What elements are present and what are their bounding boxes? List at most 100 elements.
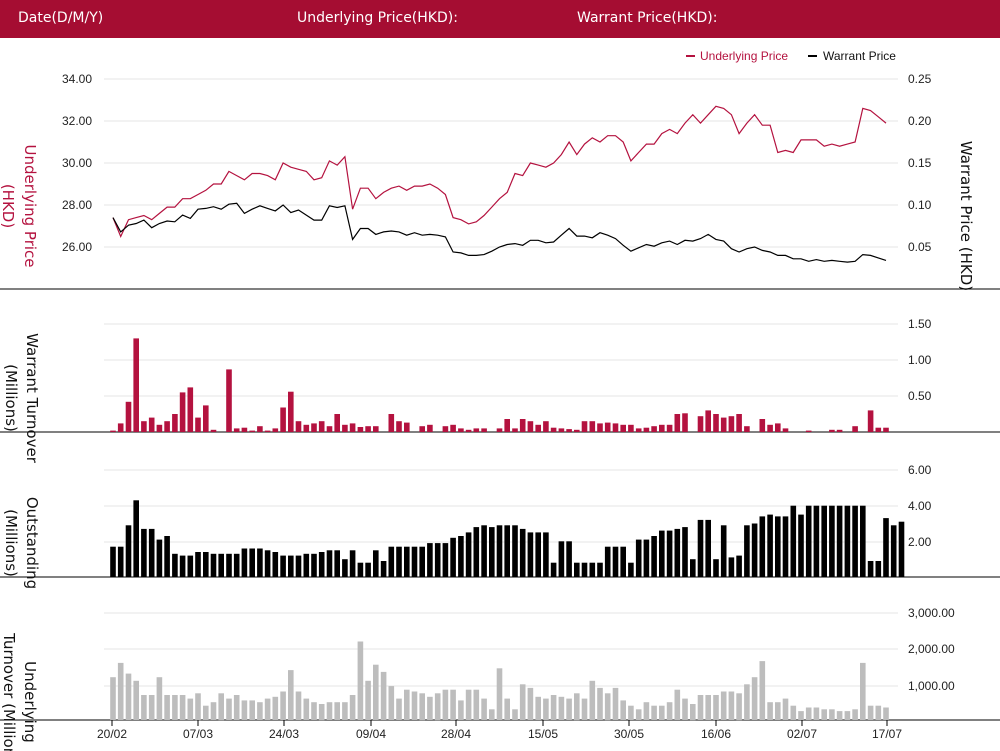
warrant-turnover-bar: [419, 426, 425, 432]
outstanding-bar: [295, 555, 302, 577]
outstanding-bar: [419, 546, 425, 577]
underlying-turnover-bar: [720, 691, 727, 720]
warrant-turnover-bar: [133, 338, 139, 432]
underlying-turnover-bar: [697, 695, 704, 720]
underlying-turnover-bar: [836, 711, 843, 720]
x-tick-label: 02/07: [787, 727, 817, 741]
warrant-turnover-bar: [404, 422, 410, 432]
underlying-turnover-bar: [272, 696, 279, 720]
outstanding-bar: [798, 514, 804, 577]
underlying-turnover-bar: [458, 700, 464, 720]
underlying-turnover-bar: [775, 702, 781, 720]
outstanding-bar: [280, 555, 286, 577]
outstanding-bar: [813, 505, 820, 577]
warrant-turnover-bar: [334, 414, 340, 432]
outstanding-bar: [589, 562, 596, 577]
outstanding-bar: [396, 546, 402, 577]
outstanding-bar: [156, 539, 163, 577]
outstanding-bar: [218, 553, 224, 577]
warrant-turnover-bar: [110, 430, 116, 432]
outstanding-bar: [713, 559, 719, 577]
underlying-turnover-bar: [813, 707, 820, 720]
underlying-turnover-bar: [264, 698, 271, 720]
underlying-turnover-bar: [736, 693, 742, 721]
underlying-turnover-bar: [705, 695, 711, 720]
warrant-turnover-bar: [388, 414, 395, 432]
warrant-turnover-bar: [628, 424, 634, 432]
outstanding-bar: [489, 527, 495, 577]
outstanding-bar: [829, 505, 835, 577]
underlying-turnover-bar: [318, 704, 325, 721]
underlying-turnover-bar: [156, 677, 163, 720]
outstanding-bar: [133, 500, 139, 577]
underlying-turnover-bar: [195, 693, 201, 721]
underlying-turnover-bar: [110, 677, 116, 720]
outstanding-bar: [210, 553, 217, 577]
outstanding-bar: [450, 537, 456, 577]
outstanding-bar: [373, 550, 379, 578]
outstanding-bar: [257, 548, 263, 577]
warrant-turnover-bar: [280, 407, 286, 432]
chart-area: 34.00 32.00 30.00 28.00 26.00 0.25 0.20 0.15 0.1…: [0, 49, 1000, 751]
warrant-turnover-bar: [620, 424, 626, 432]
underlying-turnover-bar: [434, 693, 441, 721]
y-axis-title: (Millions): [2, 364, 20, 432]
underlying-turnover-bar: [295, 691, 302, 720]
outstanding-bar: [164, 536, 170, 577]
underlying-turnover-bar: [604, 693, 611, 721]
y-axis-title: Warrant Turnover: [23, 333, 41, 464]
warrant-turnover-bar: [597, 423, 603, 432]
underlying-turnover-bar: [226, 698, 232, 720]
outstanding-bar: [751, 523, 758, 577]
outstanding-bar: [264, 550, 271, 578]
underlying-turnover-bar: [852, 709, 858, 720]
warrant-turnover-bar: [643, 427, 650, 432]
underlying-turnover-bar: [566, 698, 572, 720]
warrant-turnover-bar: [187, 387, 194, 432]
y-tick-label: 2,000.00: [908, 642, 955, 656]
x-tick-label: 24/03: [269, 727, 299, 741]
outstanding-bar: [172, 553, 178, 577]
y-axis-title: (Millions): [2, 509, 20, 577]
underlying-turnover-bar: [690, 704, 696, 721]
warrant-turnover-bar: [481, 428, 487, 432]
underlying-turnover-bar: [527, 687, 534, 720]
warrant-turnover-bar: [767, 424, 773, 432]
warrant-turnover-bar: [233, 428, 240, 432]
outstanding-bar: [659, 530, 665, 577]
warrant-turnover-bar: [172, 414, 178, 432]
underlying-turnover-bar: [388, 686, 395, 720]
underlying-turnover-bar: [666, 702, 673, 720]
outstanding-bar: [481, 525, 487, 577]
outstanding-bar: [427, 543, 433, 577]
y-right-axis-title: Warrant Price (HKD): [957, 141, 975, 291]
underlying-turnover-bar: [280, 691, 286, 720]
y-tick-label: 3,000.00: [908, 606, 955, 620]
underlying-turnover-bar: [829, 709, 835, 720]
outstanding-bar: [890, 525, 897, 577]
y-right-tick-label: 0.05: [908, 240, 932, 254]
warrant-turnover-bar: [875, 427, 882, 432]
outstanding-bar: [148, 528, 155, 577]
warrant-turnover-bar: [450, 424, 456, 432]
outstanding-bar: [326, 550, 333, 578]
underlying-turnover-bar: [821, 709, 827, 720]
underlying-turnover-bar: [844, 711, 851, 720]
underlying-turnover-bar: [172, 695, 178, 720]
outstanding-bar: [187, 555, 194, 577]
underlying-turnover-bar: [334, 702, 340, 720]
underlying-turnover-bar: [659, 705, 665, 720]
warrant-turnover-bar: [713, 414, 719, 432]
warrant-turnover-bar: [318, 421, 325, 432]
outstanding-bar: [465, 532, 472, 577]
underlying-turnover-bar: [682, 698, 688, 720]
outstanding-bar: [349, 550, 356, 578]
underlying-turnover-bar: [218, 693, 224, 721]
warrant-turnover-bar: [342, 424, 348, 432]
underlying-turnover-bar: [249, 700, 255, 720]
outstanding-bar: [125, 525, 132, 577]
underlying-price-label: Underlying Price(HKD):: [297, 10, 458, 26]
outstanding-bar: [311, 553, 317, 577]
warrant-turnover-bar: [257, 426, 263, 432]
outstanding-bar: [535, 532, 541, 577]
